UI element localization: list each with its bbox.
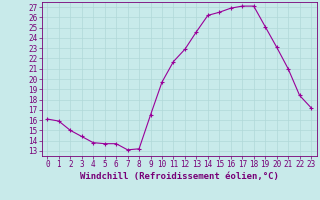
X-axis label: Windchill (Refroidissement éolien,°C): Windchill (Refroidissement éolien,°C) [80,172,279,181]
